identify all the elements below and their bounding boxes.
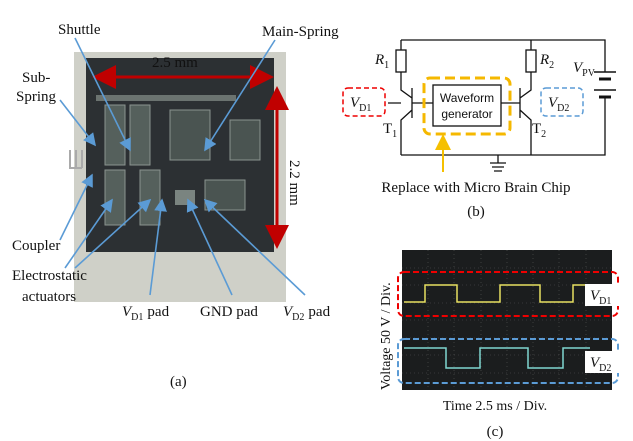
caption: (b)	[467, 204, 485, 220]
block-label: Waveform	[440, 91, 494, 105]
x-axis-label: Time 2.5 ms / Div.	[443, 399, 547, 414]
block-label: generator	[441, 107, 492, 121]
label: 2.2 mm	[286, 160, 302, 206]
chip-photo	[70, 52, 286, 302]
label: Shuttle	[58, 22, 101, 38]
label: Spring	[16, 89, 57, 105]
label: VD2	[548, 95, 569, 114]
label: T1	[383, 121, 397, 140]
label: T2	[532, 121, 546, 140]
label: VD1	[350, 95, 371, 114]
figure: Shuttle Main-Spring 2.5 mm 2.2 mm Sub- S…	[0, 0, 633, 441]
label: Sub-	[22, 70, 50, 86]
label: GND pad	[200, 304, 258, 320]
label: VPV	[573, 60, 596, 79]
oscilloscope	[398, 250, 621, 390]
label: R2	[539, 52, 554, 71]
y-axis-label: Voltage 50 V / Div.	[379, 282, 394, 390]
label: R1	[374, 52, 389, 71]
label: Main-Spring	[262, 24, 339, 40]
caption: (c)	[487, 424, 504, 440]
label: actuators	[22, 289, 76, 305]
label: Electrostatic	[12, 268, 87, 284]
label: 2.5 mm	[152, 55, 198, 71]
note: Replace with Micro Brain Chip	[381, 180, 570, 196]
caption: (a)	[170, 374, 187, 390]
label: Coupler	[12, 238, 60, 254]
